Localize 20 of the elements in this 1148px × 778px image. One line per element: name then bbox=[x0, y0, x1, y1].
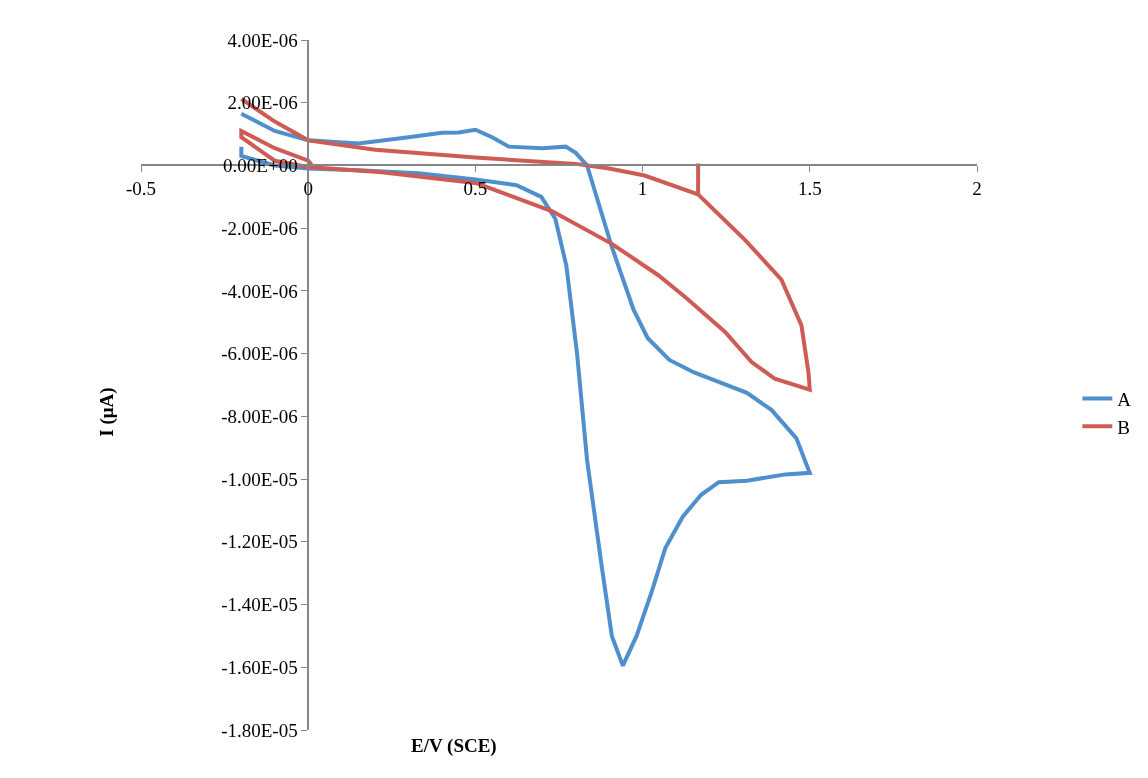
x-tick-label: -0.5 bbox=[125, 178, 157, 199]
x-tick-label: 1.5 bbox=[797, 178, 822, 199]
y-tick-label: -2.00E-06 bbox=[221, 217, 298, 239]
y-tick-label: -1.00E-05 bbox=[221, 468, 298, 490]
y-tick-label: -6.00E-06 bbox=[221, 343, 298, 365]
x-tick-label: 0 bbox=[303, 178, 313, 199]
y-tick-label: -1.60E-05 bbox=[221, 656, 298, 678]
x-axis-title: E/V (SCE) bbox=[411, 735, 497, 757]
y-tick-label: 0.00E+00 bbox=[223, 155, 298, 177]
y-tick-label: -1.40E-05 bbox=[221, 594, 298, 616]
y-tick-label: -1.80E-05 bbox=[221, 719, 298, 741]
y-tick-label: -4.00E-06 bbox=[221, 280, 298, 302]
x-tick-label: 2 bbox=[972, 178, 982, 199]
x-tick-label: 1 bbox=[637, 178, 648, 199]
y-tick-label: -1.20E-05 bbox=[221, 531, 298, 553]
y-tick-label: -8.00E-06 bbox=[221, 406, 298, 428]
y-axis-title: I (μA) bbox=[96, 387, 119, 437]
legend-label: A bbox=[1117, 388, 1132, 410]
y-tick-label: 4.00E-06 bbox=[227, 29, 298, 51]
legend-label: B bbox=[1117, 416, 1131, 438]
